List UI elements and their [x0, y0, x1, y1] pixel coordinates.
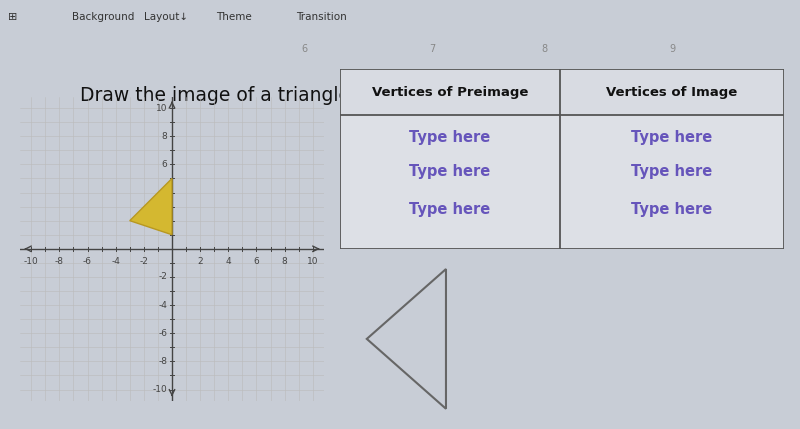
Text: -4: -4 [158, 301, 167, 310]
Text: 8: 8 [162, 132, 167, 141]
Text: -2: -2 [158, 272, 167, 281]
Bar [560, 69, 784, 115]
Text: Type here: Type here [410, 202, 490, 217]
Text: 10: 10 [307, 257, 318, 266]
Text: Vertices of Preimage: Vertices of Preimage [372, 85, 528, 99]
Text: -10: -10 [152, 385, 167, 394]
Text: 2: 2 [198, 257, 203, 266]
Text: -2: -2 [139, 257, 148, 266]
Text: -6: -6 [158, 329, 167, 338]
Text: Transition: Transition [296, 12, 346, 22]
Text: Type here: Type here [631, 130, 713, 145]
Text: Vertices of Image: Vertices of Image [606, 85, 738, 99]
Text: 8: 8 [282, 257, 287, 266]
Text: Theme: Theme [216, 12, 252, 22]
Text: Type here: Type here [631, 202, 713, 217]
Text: Type here: Type here [410, 164, 490, 179]
Text: Type here: Type here [631, 164, 713, 179]
Text: 6: 6 [301, 44, 307, 54]
Text: -8: -8 [158, 357, 167, 366]
Text: 4: 4 [226, 257, 231, 266]
Text: Layout↓: Layout↓ [144, 12, 188, 22]
Text: -10: -10 [24, 257, 38, 266]
Text: Background: Background [72, 12, 134, 22]
Text: -8: -8 [55, 257, 64, 266]
Text: 10: 10 [155, 103, 167, 112]
Text: 8: 8 [541, 44, 547, 54]
Text: ⊞: ⊞ [8, 12, 18, 22]
Text: 4: 4 [162, 188, 167, 197]
Text: 7: 7 [429, 44, 435, 54]
Text: Type here: Type here [410, 130, 490, 145]
Polygon shape [130, 178, 172, 235]
Text: 6: 6 [254, 257, 259, 266]
Text: Draw the image of a triangle after a dilation with a scale factor of 2.: Draw the image of a triangle after a dil… [80, 86, 720, 105]
Text: 2: 2 [162, 216, 167, 225]
Text: 6: 6 [162, 160, 167, 169]
Text: 9: 9 [669, 44, 675, 54]
Text: -4: -4 [111, 257, 120, 266]
Text: -6: -6 [83, 257, 92, 266]
Bar [340, 69, 560, 115]
